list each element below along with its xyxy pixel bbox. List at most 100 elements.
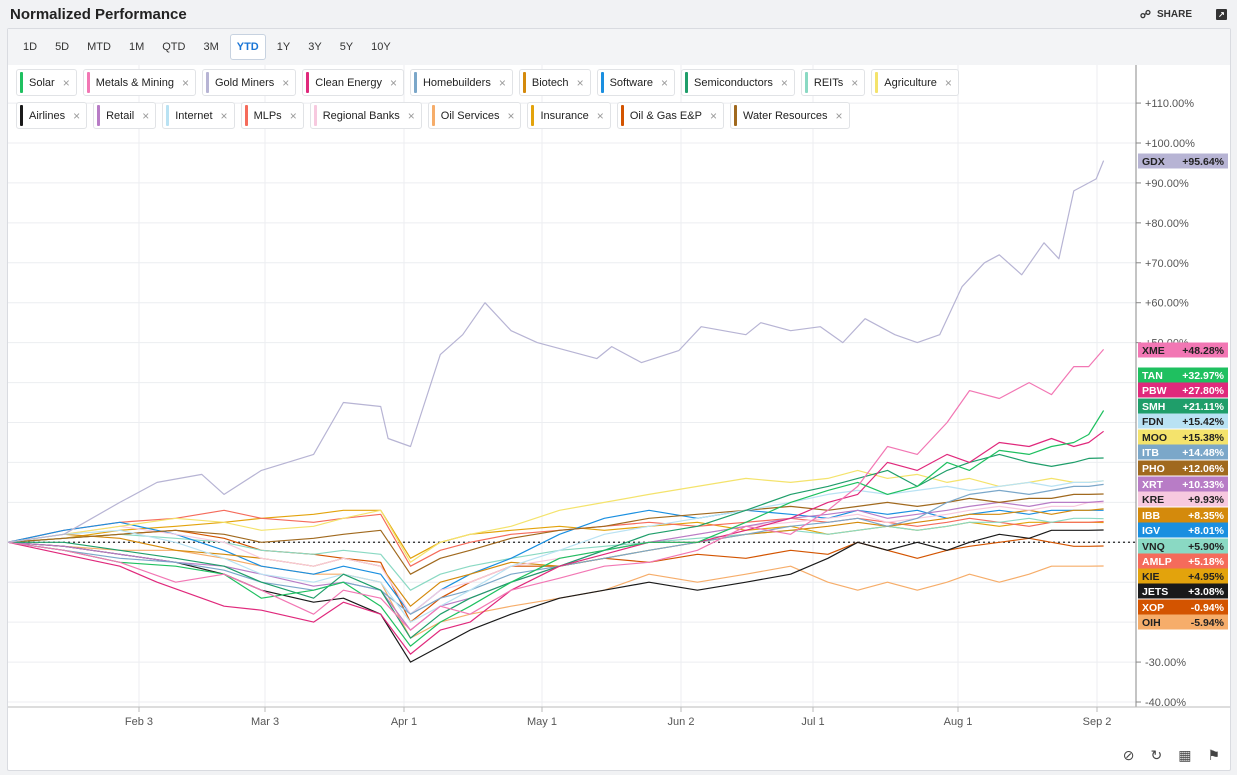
value-label-bg [1138,460,1228,476]
value-label-value: +9.93% [1188,494,1225,506]
legend-chip[interactable]: Insurance × [527,102,611,129]
legend-color-swatch [522,72,526,93]
legend-label: Insurance [540,109,589,122]
legend-color-swatch [166,105,170,126]
legend-chip[interactable]: Water Resources × [729,102,850,129]
remove-icon[interactable]: × [851,75,859,90]
legend-color-swatch [20,72,23,93]
remove-icon[interactable]: × [709,108,717,123]
legend-label: Regional Banks [322,109,400,122]
legend-chip[interactable]: REITs × [800,69,866,96]
range-button-5d[interactable]: 5D [48,34,76,60]
legend-chip[interactable]: Metals & Mining × [82,69,196,96]
range-button-ytd[interactable]: YTD [229,34,266,60]
legend-color-swatch [620,105,624,126]
series-line-smh [8,453,1104,639]
remove-icon[interactable]: × [220,108,228,123]
range-button-3y[interactable]: 3Y [301,34,328,60]
grid-icon[interactable]: ▦ [1178,747,1192,763]
legend-row: Airlines × Retail × Internet × MLPs × Regional B… [16,102,1008,129]
legend-chip[interactable]: Clean Energy × [302,69,404,96]
range-button-mtd[interactable]: MTD [80,34,118,60]
value-label-ticker: IBB [1142,510,1161,522]
remove-icon[interactable]: × [498,75,506,90]
y-tick-label: +80.00% [1145,218,1189,230]
share-button[interactable]: SHARE [1156,8,1192,20]
x-tick-label: Sep 2 [1083,716,1112,728]
chart-svg[interactable]: +110.00% +100.00% +90.00% +80.00% +70.00% +60… [8,29,1230,770]
range-selector: 1D 5D MTD 1M QTD 3M YTD 1Y 3Y 5Y 10Y [8,29,1230,65]
legend-chip[interactable]: Oil Services × [427,102,522,129]
range-button-1y[interactable]: 1Y [270,34,297,60]
legend-chip[interactable]: Regional Banks × [309,102,422,129]
legend-label: Water Resources [742,109,828,122]
value-label-ticker: PHO [1142,463,1165,475]
replay-icon[interactable]: ↻ [1150,747,1163,763]
legend-chip[interactable]: Internet × [162,102,235,129]
legend-label: Gold Miners [214,76,275,89]
remove-icon[interactable]: × [289,108,297,123]
expand-icon[interactable]: ↗ [1216,8,1227,20]
remove-icon[interactable]: × [62,75,70,90]
value-label-ticker: FDN [1142,416,1164,428]
range-button-1d[interactable]: 1D [16,34,44,60]
legend-chip[interactable]: Semiconductors × [681,69,795,96]
remove-icon[interactable]: × [73,108,81,123]
x-tick-label: Jun 2 [668,716,695,728]
legend-color-swatch [97,105,101,126]
legend-chip[interactable]: MLPs × [240,102,304,129]
value-label-value: +8.01% [1188,525,1225,537]
legend-chip[interactable]: Software × [596,69,676,96]
value-label-bg [1138,507,1228,523]
legend: Solar × Metals & Mining × Gold Miners × Clean … [8,69,1008,135]
value-label-value: +3.08% [1188,586,1225,598]
x-tick-label: Apr 1 [391,716,417,728]
legend-chip[interactable]: Homebuilders × [409,69,513,96]
share-area: ☍ SHARE ↗ [1140,8,1227,21]
value-label-value: +95.64% [1182,156,1224,168]
share-icon[interactable]: ☍ [1139,8,1151,21]
remove-icon[interactable]: × [576,75,584,90]
value-label-ticker: AMLP [1142,556,1172,568]
range-button-10y[interactable]: 10Y [364,34,398,60]
legend-label: Oil & Gas E&P [629,109,702,122]
value-label-value: +8.35% [1188,510,1225,522]
value-label-bg [1138,599,1228,615]
eye-off-icon[interactable]: ⊘ [1122,747,1135,763]
range-button-1m[interactable]: 1M [122,34,151,60]
legend-chip[interactable]: Oil & Gas E&P × [616,102,724,129]
legend-chip[interactable]: Airlines × [16,102,88,129]
legend-color-swatch [86,72,90,93]
value-label-ticker: KIE [1142,571,1160,583]
remove-icon[interactable]: × [661,75,669,90]
series-line-xme [8,349,1105,631]
legend-label: Agriculture [884,76,937,89]
remove-icon[interactable]: × [780,75,788,90]
legend-chip[interactable]: Agriculture × [871,69,959,96]
range-button-5y[interactable]: 5Y [333,34,360,60]
value-label-ticker: MOO [1142,432,1167,444]
range-button-qtd[interactable]: QTD [155,34,192,60]
legend-color-swatch [600,72,604,93]
value-label-value: +12.06% [1182,463,1224,475]
legend-color-swatch [804,72,808,93]
legend-chip[interactable]: Biotech × [518,69,591,96]
remove-icon[interactable]: × [181,75,189,90]
value-label-value: +15.42% [1182,416,1224,428]
tag-icon[interactable]: ⚑ [1207,747,1220,763]
remove-icon[interactable]: × [282,75,290,90]
remove-icon[interactable]: × [944,75,952,90]
range-button-3m[interactable]: 3M [196,34,225,60]
y-tick-label: +70.00% [1145,258,1189,270]
legend-chip[interactable]: Gold Miners × [201,69,297,96]
remove-icon[interactable]: × [507,108,515,123]
remove-icon[interactable]: × [389,75,397,90]
remove-icon[interactable]: × [835,108,843,123]
legend-color-swatch [313,105,317,126]
remove-icon[interactable]: × [596,108,604,123]
remove-icon[interactable]: × [407,108,415,123]
remove-icon[interactable]: × [142,108,150,123]
legend-chip[interactable]: Solar × [16,69,77,96]
legend-chip[interactable]: Retail × [93,102,157,129]
value-label-bg [1138,382,1228,398]
